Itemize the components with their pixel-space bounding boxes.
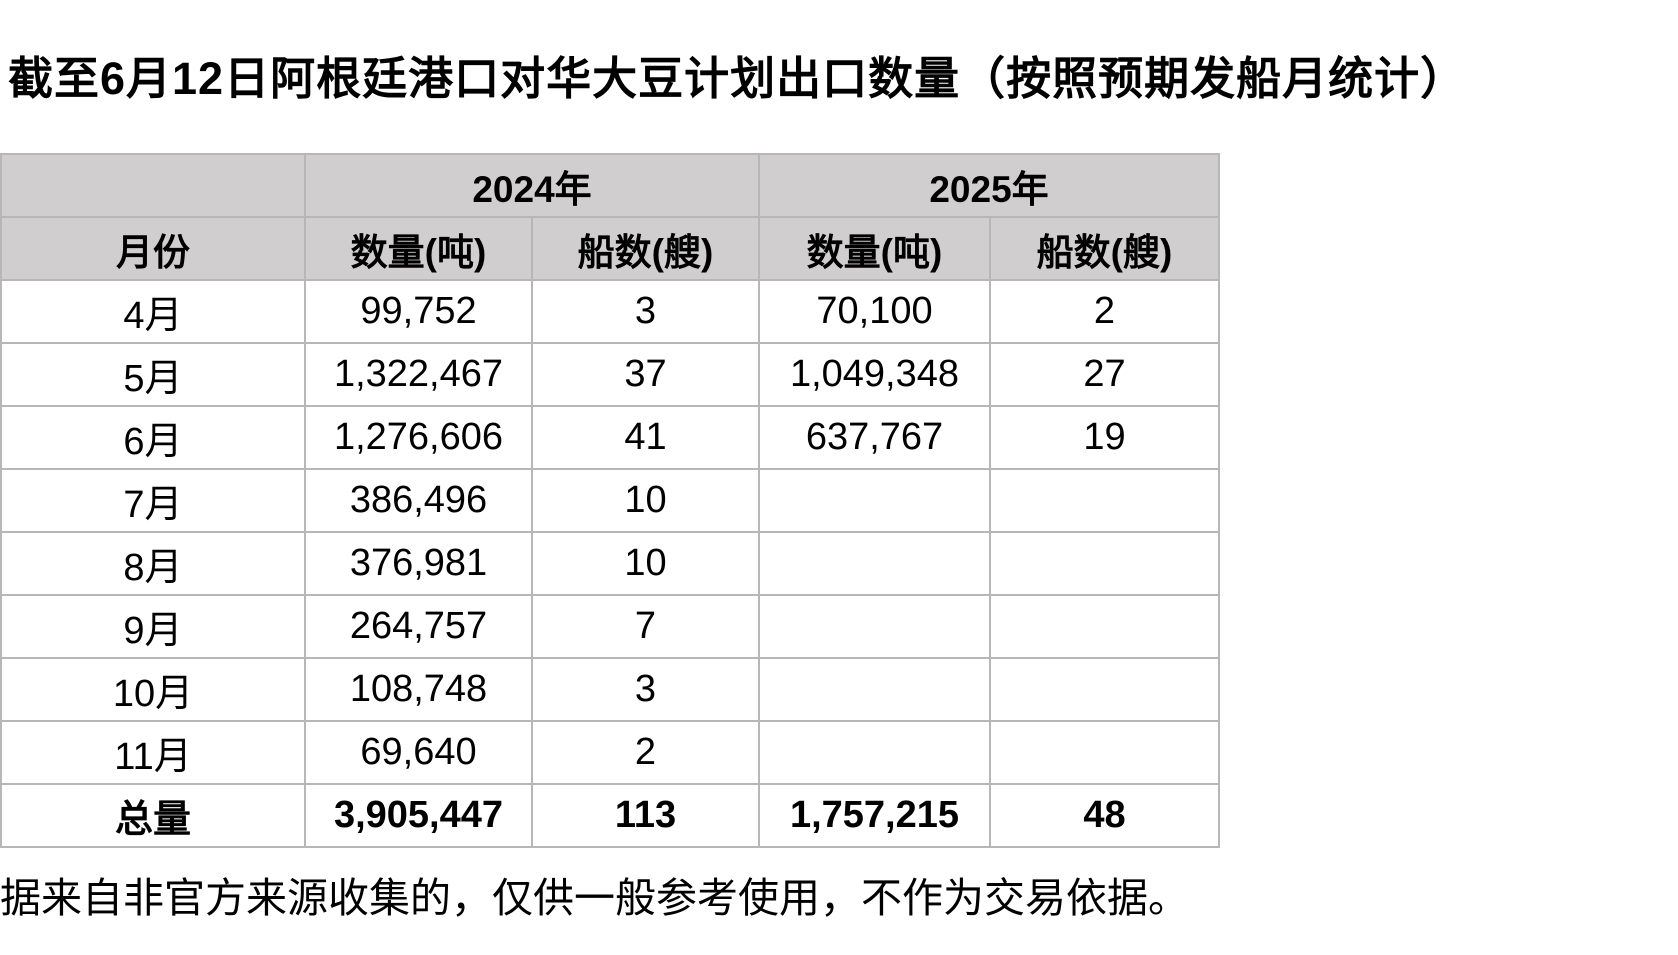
qty-2024-cell: 1,276,606 — [304, 405, 533, 470]
month-cell: 10月 — [0, 657, 306, 722]
table-row: 6月 1,276,606 41 637,767 19 — [0, 405, 1220, 470]
ships-2025-cell: 2 — [989, 279, 1220, 344]
table-row: 9月 264,757 7 — [0, 594, 1220, 659]
qty-2025-cell: 70,100 — [758, 279, 991, 344]
total-label-cell: 总量 — [0, 783, 306, 848]
ships-2024-cell: 10 — [531, 468, 760, 533]
month-cell: 9月 — [0, 594, 306, 659]
ships-2024-cell: 2 — [531, 720, 760, 785]
qty-2024-cell: 99,752 — [304, 279, 533, 344]
column-header-qty-2024: 数量(吨) — [304, 216, 533, 281]
ships-2025-cell — [989, 720, 1220, 785]
page-title: 截至6月12日阿根廷港口对华大豆计划出口数量（按照预期发船月统计） — [8, 53, 1467, 104]
year-header-2025: 2025年 — [758, 153, 1220, 218]
month-cell: 6月 — [0, 405, 306, 470]
total-qty-2025-cell: 1,757,215 — [758, 783, 991, 848]
total-ships-2024-cell: 113 — [531, 783, 760, 848]
month-cell: 4月 — [0, 279, 306, 344]
ships-2024-cell: 7 — [531, 594, 760, 659]
corner-cell — [0, 153, 306, 218]
total-ships-2025-cell: 48 — [989, 783, 1220, 848]
qty-2024-cell: 264,757 — [304, 594, 533, 659]
total-row: 总量 3,905,447 113 1,757,215 48 — [0, 783, 1220, 848]
column-header-qty-2025: 数量(吨) — [758, 216, 991, 281]
ships-2024-cell: 10 — [531, 531, 760, 596]
table-row: 5月 1,322,467 37 1,049,348 27 — [0, 342, 1220, 407]
month-cell: 11月 — [0, 720, 306, 785]
ships-2024-cell: 3 — [531, 657, 760, 722]
column-header-ships-2025: 船数(艘) — [989, 216, 1220, 281]
ships-2024-cell: 37 — [531, 342, 760, 407]
qty-2025-cell — [758, 594, 991, 659]
qty-2025-cell — [758, 657, 991, 722]
table-row: 10月 108,748 3 — [0, 657, 1220, 722]
table-row: 4月 99,752 3 70,100 2 — [0, 279, 1220, 344]
qty-2024-cell: 376,981 — [304, 531, 533, 596]
qty-2024-cell: 386,496 — [304, 468, 533, 533]
ships-2024-cell: 3 — [531, 279, 760, 344]
ships-2025-cell: 19 — [989, 405, 1220, 470]
disclaimer-note: 据来自非官方来源收集的，仅供一般参考使用，不作为交易依据。 — [0, 875, 1189, 921]
column-header-month: 月份 — [0, 216, 306, 281]
qty-2024-cell: 69,640 — [304, 720, 533, 785]
year-header-row: 2024年 2025年 — [0, 153, 1220, 218]
month-cell: 5月 — [0, 342, 306, 407]
ships-2025-cell — [989, 657, 1220, 722]
column-header-ships-2024: 船数(艘) — [531, 216, 760, 281]
table-row: 7月 386,496 10 — [0, 468, 1220, 533]
qty-2024-cell: 108,748 — [304, 657, 533, 722]
table-row: 11月 69,640 2 — [0, 720, 1220, 785]
qty-2025-cell: 637,767 — [758, 405, 991, 470]
ships-2025-cell — [989, 468, 1220, 533]
qty-2025-cell — [758, 468, 991, 533]
total-qty-2024-cell: 3,905,447 — [304, 783, 533, 848]
year-header-2024: 2024年 — [304, 153, 760, 218]
qty-2025-cell — [758, 531, 991, 596]
table-row: 8月 376,981 10 — [0, 531, 1220, 596]
month-cell: 8月 — [0, 531, 306, 596]
qty-2025-cell: 1,049,348 — [758, 342, 991, 407]
column-header-row: 月份 数量(吨) 船数(艘) 数量(吨) 船数(艘) — [0, 216, 1220, 281]
soybean-export-table: 2024年 2025年 月份 数量(吨) 船数(艘) 数量(吨) 船数(艘) 4… — [0, 153, 1220, 848]
month-cell: 7月 — [0, 468, 306, 533]
ships-2025-cell — [989, 531, 1220, 596]
qty-2024-cell: 1,322,467 — [304, 342, 533, 407]
ships-2025-cell — [989, 594, 1220, 659]
ships-2025-cell: 27 — [989, 342, 1220, 407]
qty-2025-cell — [758, 720, 991, 785]
ships-2024-cell: 41 — [531, 405, 760, 470]
